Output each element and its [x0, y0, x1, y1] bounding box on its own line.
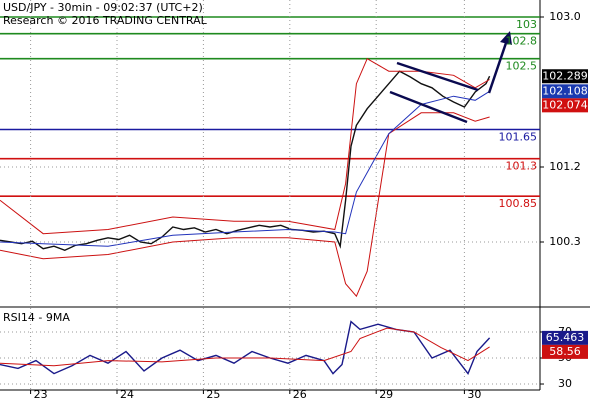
arrow-head	[500, 31, 512, 45]
level-label: 102.5	[506, 60, 538, 73]
price-tag	[542, 344, 588, 359]
price-tag-label: 102.074	[542, 98, 588, 111]
panel-title: RSI14 - 9MA	[3, 311, 70, 324]
y-tick-label: 101.2	[549, 160, 581, 173]
x-tick-label: 25	[206, 388, 220, 400]
x-tick-label: 23	[34, 388, 48, 400]
price-tag-label: 58.56	[549, 345, 581, 358]
price-tag-label: 102.108	[542, 84, 588, 97]
projection-arrow	[487, 39, 509, 94]
level-label: 102.8	[506, 35, 538, 48]
plot-area	[0, 0, 540, 390]
x-tick-label: 30	[467, 388, 481, 400]
level-label: 103	[516, 18, 537, 31]
price-tag	[542, 330, 588, 345]
y-tick-label: 30	[558, 377, 572, 390]
price-tag-label: 102.289	[542, 69, 588, 82]
x-tick-label: 26	[293, 388, 307, 400]
chart-title: USD/JPY - 30min - 09:02:37 (UTC+2)	[3, 1, 203, 14]
y-tick-label: 100.3	[549, 235, 581, 248]
level-label: 100.85	[499, 197, 538, 210]
series-line	[0, 70, 491, 252]
chart-subtitle: Research © 2016 TRADING CENTRAL	[3, 14, 208, 27]
channel-line	[389, 90, 468, 124]
price-tag	[542, 69, 588, 84]
channel-line	[396, 61, 479, 92]
x-tick-label: 29	[379, 388, 393, 400]
price-tag-label: 65.463	[546, 331, 585, 344]
level-label: 101.3	[506, 160, 538, 173]
x-tick-label: 24	[120, 388, 134, 400]
level-label: 101.65	[499, 131, 538, 144]
y-tick-label: 103.0	[549, 10, 581, 23]
series-line	[0, 57, 490, 235]
series-line	[0, 327, 490, 367]
price-tag	[542, 84, 588, 99]
series-line	[0, 90, 490, 247]
price-tag	[542, 98, 588, 113]
